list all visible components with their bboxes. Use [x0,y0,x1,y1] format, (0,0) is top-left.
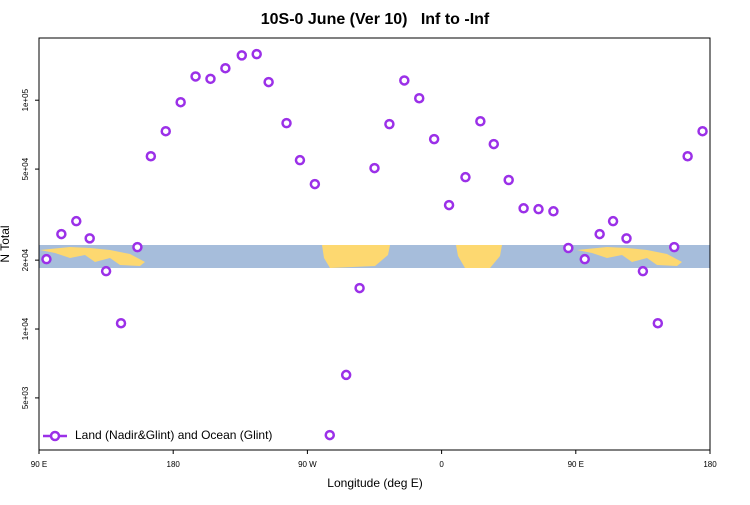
point [71,215,82,227]
point [668,241,680,253]
y-tick-label: 1e+05 [21,88,30,111]
point [503,174,514,186]
point [354,282,365,294]
point [251,48,262,60]
point [607,215,619,227]
legend-label: Land (Nadir&Glint) and Ocean (Glint) [75,428,272,442]
point [399,75,410,86]
point [621,233,632,244]
point [369,162,380,174]
point [132,241,143,253]
legend-marker [49,430,61,442]
point [145,150,157,162]
point [56,228,67,240]
x-tick-label: 0 [439,460,444,469]
point [324,429,336,441]
point [100,265,112,277]
point [115,317,127,329]
x-tick-label: 90 E [31,460,47,469]
point [460,171,471,183]
point [84,233,95,244]
y-tick-label: 1e+04 [21,317,30,340]
point [548,206,559,217]
point [682,150,693,162]
point [443,199,455,211]
point [637,265,649,277]
point [220,62,231,74]
point [697,125,708,137]
map-strip [39,245,710,268]
point [190,71,201,82]
point [294,154,306,166]
x-axis-title: Longitude (deg E) [327,476,422,490]
point [533,203,544,215]
point [205,73,216,85]
point [579,253,590,265]
point [475,116,486,127]
point [41,253,52,265]
y-tick-label: 5e+03 [21,386,30,409]
point [160,125,171,137]
point [413,92,425,104]
chart-title: 10S-0 June (Ver 10) Inf to -Inf [261,11,490,28]
point [563,242,574,254]
point [309,178,321,190]
y-tick-label: 2e+04 [21,248,30,271]
y-tick-label: 5e+04 [21,157,30,180]
point [175,96,186,108]
point [340,369,352,381]
point [518,203,529,214]
point [428,133,440,145]
x-tick-label: 90 E [568,460,584,469]
point [488,138,500,150]
point [281,117,292,129]
point [652,317,664,329]
plot-frame [38,37,711,451]
point [236,50,248,61]
point [263,76,274,88]
x-tick-label: 90 W [298,460,317,469]
point [594,228,605,240]
x-tick-label: 180 [703,460,717,469]
x-tick-label: 180 [167,460,181,469]
point [384,118,395,130]
y-axis-title: N Total [0,225,12,262]
